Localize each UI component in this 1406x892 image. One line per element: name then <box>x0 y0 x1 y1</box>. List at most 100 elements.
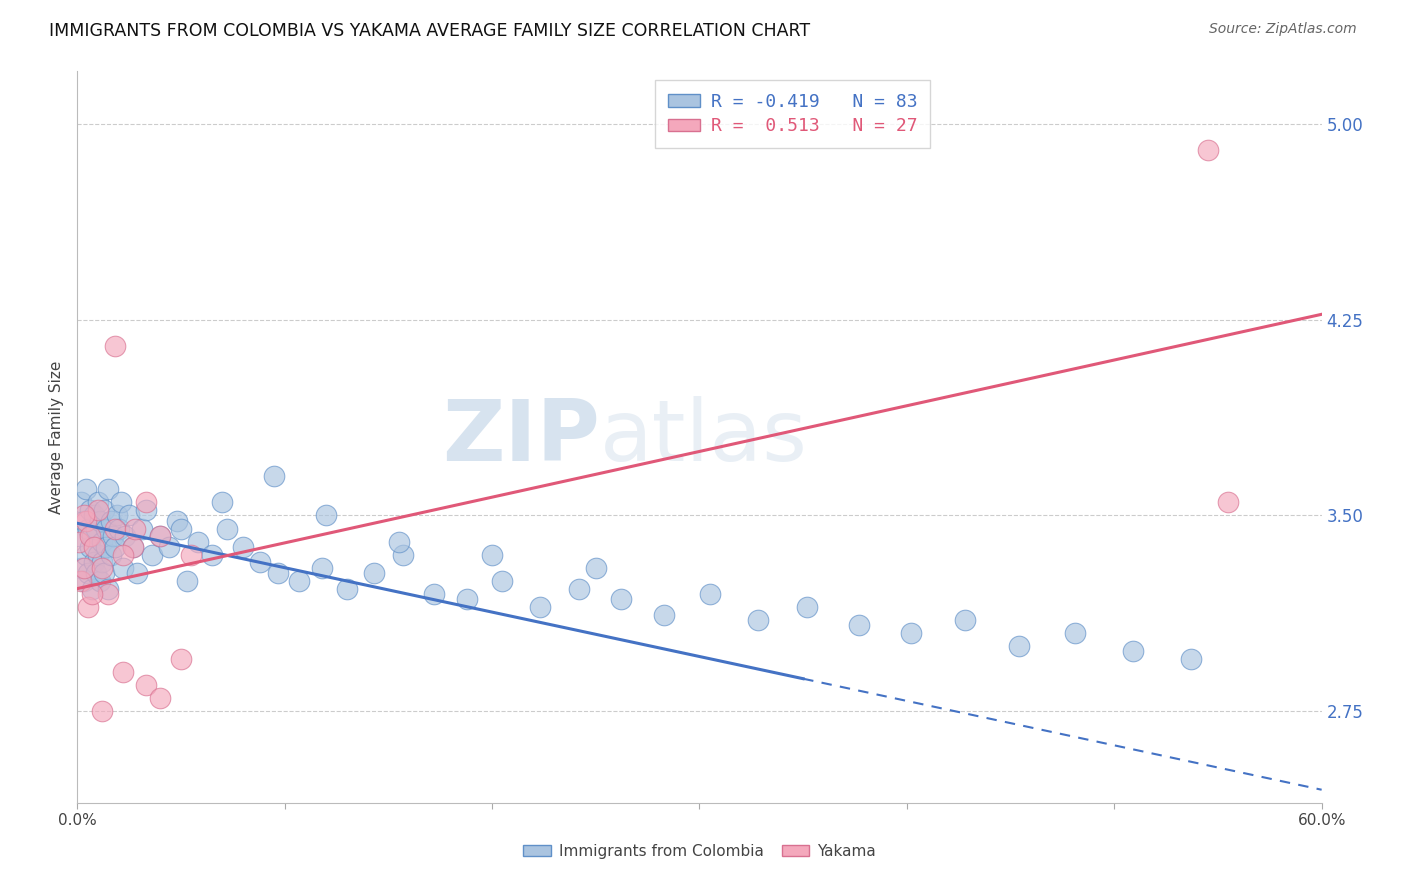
Point <box>585 560 607 574</box>
Point <box>75 514 97 528</box>
Point <box>423 587 446 601</box>
Point <box>93 503 115 517</box>
Point <box>89 514 111 528</box>
Point <box>72 508 94 523</box>
Point <box>97 582 120 596</box>
Point <box>288 574 311 588</box>
Point <box>609 592 631 607</box>
Point <box>315 508 337 523</box>
Point <box>1008 639 1031 653</box>
Point <box>83 540 105 554</box>
Point <box>215 521 238 535</box>
Point <box>491 574 513 588</box>
Point <box>796 599 818 614</box>
Point <box>249 556 271 570</box>
Point <box>311 560 333 574</box>
Point <box>104 521 127 535</box>
Point <box>118 508 141 523</box>
Point <box>111 665 134 680</box>
Point <box>111 548 134 562</box>
Point <box>131 521 153 535</box>
Point <box>79 540 101 554</box>
Point <box>84 521 107 535</box>
Point <box>76 599 98 614</box>
Point <box>80 529 103 543</box>
Point <box>110 495 132 509</box>
Text: atlas: atlas <box>600 395 808 479</box>
Point <box>72 514 94 528</box>
Point <box>336 582 359 596</box>
Point <box>392 548 415 562</box>
Point <box>1218 495 1240 509</box>
Point <box>529 599 551 614</box>
Point <box>1197 143 1219 157</box>
Text: Source: ZipAtlas.com: Source: ZipAtlas.com <box>1209 22 1357 37</box>
Point <box>97 483 120 497</box>
Point <box>170 652 193 666</box>
Point <box>1180 652 1202 666</box>
Point <box>170 521 193 535</box>
Point <box>232 540 254 554</box>
Point <box>108 521 131 535</box>
Point <box>75 548 97 562</box>
Point <box>263 469 285 483</box>
Point <box>87 548 110 562</box>
Point <box>127 566 149 580</box>
Point <box>135 503 157 517</box>
Point <box>481 548 503 562</box>
Point <box>97 587 120 601</box>
Point <box>149 529 172 543</box>
Point <box>100 548 122 562</box>
Point <box>211 495 233 509</box>
Point <box>70 574 93 588</box>
Point <box>79 503 101 517</box>
Point <box>135 678 157 692</box>
Point <box>1122 644 1144 658</box>
Point <box>122 540 145 554</box>
Point <box>91 704 114 718</box>
Point <box>180 548 202 562</box>
Point <box>70 495 93 509</box>
Point <box>699 587 721 601</box>
Point <box>89 574 111 588</box>
Point <box>111 560 134 574</box>
Text: IMMIGRANTS FROM COLOMBIA VS YAKAMA AVERAGE FAMILY SIZE CORRELATION CHART: IMMIGRANTS FROM COLOMBIA VS YAKAMA AVERA… <box>49 22 810 40</box>
Point <box>900 626 922 640</box>
Point <box>93 566 115 580</box>
Point <box>100 514 122 528</box>
Point <box>96 521 118 535</box>
Point <box>76 521 98 535</box>
Point <box>135 495 157 509</box>
Point <box>953 613 976 627</box>
Point <box>124 521 146 535</box>
Point <box>267 566 290 580</box>
Text: ZIP: ZIP <box>443 395 600 479</box>
Point <box>91 560 114 574</box>
Point <box>149 529 172 543</box>
Point <box>80 587 103 601</box>
Point <box>456 592 478 607</box>
Point <box>105 508 128 523</box>
Point <box>91 556 114 570</box>
Point <box>141 548 163 562</box>
Point <box>80 582 103 596</box>
Point <box>1063 626 1085 640</box>
Legend: Immigrants from Colombia, Yakama: Immigrants from Colombia, Yakama <box>517 838 882 864</box>
Point <box>568 582 591 596</box>
Point <box>166 514 188 528</box>
Point <box>72 560 94 574</box>
Point <box>149 691 172 706</box>
Point <box>114 529 136 543</box>
Point <box>96 540 118 554</box>
Y-axis label: Average Family Size: Average Family Size <box>49 360 65 514</box>
Point <box>67 534 90 549</box>
Point <box>104 540 127 554</box>
Point <box>388 534 411 549</box>
Point <box>157 540 180 554</box>
Point <box>101 529 124 543</box>
Point <box>87 495 110 509</box>
Point <box>83 508 105 523</box>
Point <box>87 503 110 517</box>
Point <box>652 607 675 622</box>
Point <box>84 566 107 580</box>
